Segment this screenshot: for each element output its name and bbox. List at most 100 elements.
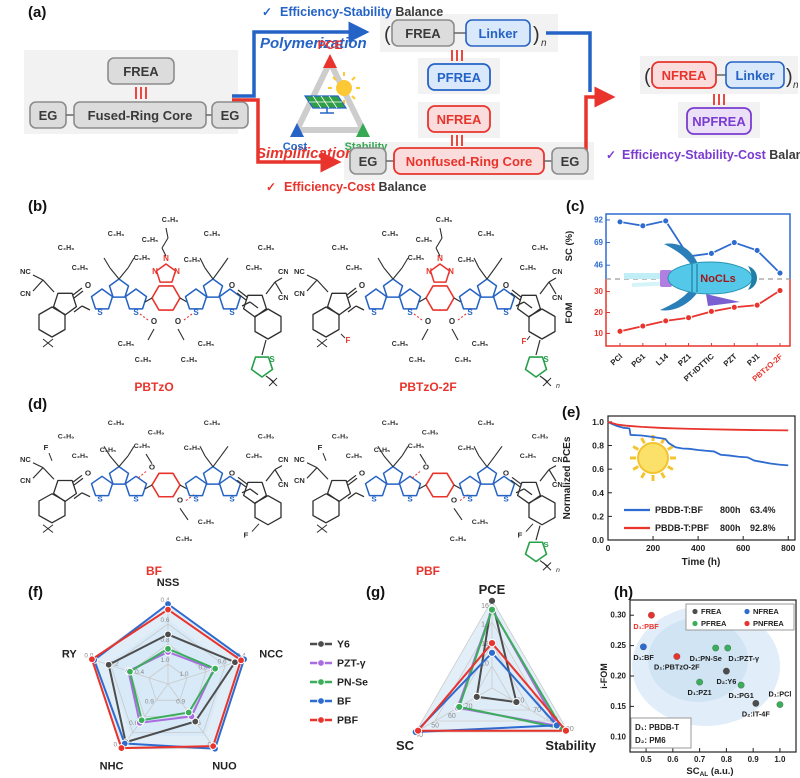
alkyl-label: C₂H₅: [408, 255, 424, 262]
y-tick-label: 69: [594, 238, 603, 247]
bond-line: [199, 446, 206, 457]
rocket-illustration: NoCLs: [624, 243, 757, 311]
s-o-contact: [457, 313, 467, 321]
svg-text:NPFREA: NPFREA: [692, 114, 746, 129]
oxygen-label: O: [229, 281, 235, 290]
nfrea-box: NFREA: [651, 61, 717, 89]
bond-line: [478, 267, 488, 280]
panel-d-label: (d): [28, 396, 48, 413]
y-tick-label: 0.4: [592, 488, 604, 498]
alkyl-label: C₂H₅: [72, 265, 88, 272]
legend-box: [685, 603, 795, 631]
y-tick-label: 0.30: [610, 611, 626, 620]
alkyl-label: C₂H₅: [374, 447, 390, 454]
alkyl-label: C₂H₅: [472, 341, 488, 348]
thiophene-ring: [492, 288, 516, 310]
benzene-ring: [528, 495, 556, 526]
radar-axis-label: SC: [396, 738, 415, 753]
legend-value: 63.4%: [750, 505, 776, 515]
oxygen-label: O: [449, 317, 455, 326]
alkyl-label: C₄H₉: [176, 536, 193, 543]
radar-series-PBF: [415, 641, 569, 732]
indanone-ring: [242, 294, 268, 318]
legend-name: PBDB-T:PBF: [655, 523, 709, 533]
thiophene-linker-ring: [250, 356, 274, 378]
sun-ray: [632, 445, 640, 451]
x-tick-label: 0.6: [667, 755, 679, 764]
sulfur-label: S: [371, 308, 377, 317]
attachment-hatch: [542, 377, 552, 387]
svg-text:Efficiency-Stability-Cost Bala: Efficiency-Stability-Cost Balance: [622, 148, 800, 162]
bond-line: [494, 257, 503, 269]
bond-line: [177, 328, 185, 341]
cyano-label: CN: [278, 480, 288, 489]
y-axis-label: Normalized PCEs: [562, 436, 573, 519]
polymerization-label: Polymerization: [260, 35, 367, 52]
svg-text:Linker: Linker: [478, 26, 517, 41]
eg-box: EG: [211, 101, 249, 129]
data-point: [707, 249, 715, 257]
bond-line: [510, 479, 521, 488]
y-tick-label: 30: [594, 287, 603, 296]
bond-line: [306, 279, 318, 292]
legend-value: 92.8%: [750, 523, 776, 533]
sun-ray: [666, 445, 674, 451]
bond-line: [525, 523, 534, 532]
bond-line: [377, 446, 385, 457]
triazole-ring: [155, 263, 177, 283]
bond-line: [421, 328, 429, 341]
alkyl-label: C₄H₉: [382, 231, 399, 238]
alkyl-label: C₂H₅: [520, 453, 536, 460]
open-bracket: (: [384, 24, 391, 46]
alkyl-label: C₄H₉: [478, 420, 495, 427]
cyano-label: CN: [278, 267, 288, 276]
radar-axis-label: Stability: [545, 738, 596, 753]
indanone-ring: [52, 292, 78, 316]
bond-line: [127, 257, 135, 269]
molecule-skeleton: O NC CN F S S C₄H₉ C₂H₅ C₄H₉ C₂H₅ O C₂H₅ C₄H₉ O C₂H₅ C₄…: [294, 420, 562, 578]
bond-line: [165, 227, 169, 239]
oxygen-label: O: [229, 468, 235, 477]
bond-line: [347, 477, 358, 486]
svg-text:Efficiency-Stability Balance: Efficiency-Stability Balance: [280, 5, 443, 19]
bond-line: [392, 455, 403, 467]
data-point: [209, 742, 218, 751]
alkyl-label: C₄H₉: [58, 434, 75, 441]
bond-line: [73, 305, 83, 313]
data-point: [737, 681, 745, 689]
benzene-ring: [528, 308, 556, 340]
bond-line: [548, 465, 557, 471]
sun-ray: [660, 471, 666, 479]
bond-line: [419, 453, 427, 465]
s-o-contact: [411, 471, 421, 479]
linker-box: Linker: [465, 19, 531, 47]
benzene-ring: [38, 493, 66, 524]
radial-tick-label: 90: [566, 726, 574, 733]
data-point: [753, 246, 761, 254]
bond-line: [535, 525, 541, 541]
open-bracket: (: [644, 66, 651, 88]
nitrogen-label: N: [437, 254, 443, 263]
molecule-bf: O NC CN F S S C₄H₉ C₂H₅ C₄H₉ C₂H₅ O C₂H₅ C₄H₉ O C₂H₅ C₄…: [20, 420, 288, 578]
sulfur-label: S: [193, 495, 198, 504]
thiophene-linker-ring: [524, 356, 548, 378]
converge-blue-arrow: [546, 31, 592, 92]
radial-tick-label: 1.0: [160, 657, 169, 664]
point-label: D₁:PBTzO-2F: [654, 663, 700, 672]
point-label: D₁:PG1: [728, 691, 753, 700]
fluorine-label: F: [244, 530, 249, 539]
radial-tick-label: 0.9: [176, 699, 185, 706]
bond-line: [144, 297, 153, 303]
svg-text:Fused-Ring Core: Fused-Ring Core: [88, 108, 193, 123]
sulfur-label: S: [503, 495, 508, 504]
thiophene-ring: [90, 475, 114, 497]
data-point: [164, 630, 172, 639]
alkyl-label: C₂H₅: [134, 255, 150, 262]
benzene-ring: [312, 306, 340, 338]
x-tick-label: PG1: [630, 351, 648, 369]
x-tick-label: 0: [606, 543, 611, 553]
sulfur-label: S: [371, 495, 376, 504]
top-axis-frame: [605, 213, 791, 279]
frea-box: FREA: [107, 57, 175, 85]
bond-line: [73, 477, 84, 486]
